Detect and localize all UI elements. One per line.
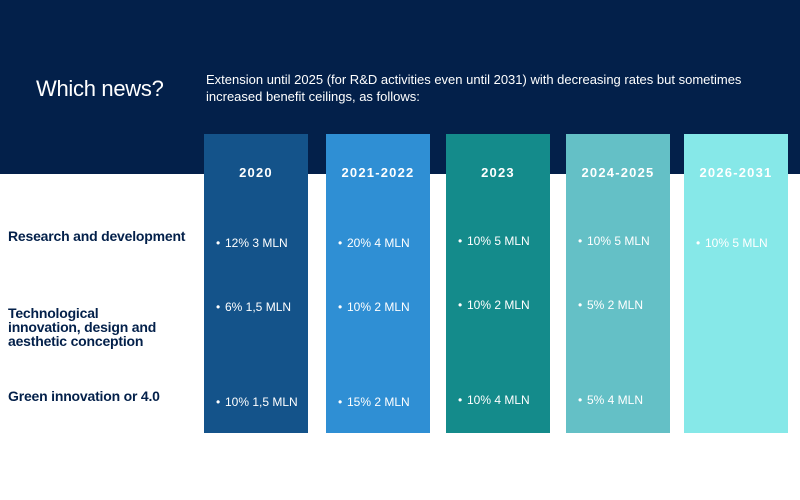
rate-cell: • 10% 4 MLN	[458, 393, 530, 407]
bullet-icon: •	[338, 236, 343, 250]
column-2026-2031: 2026-2031 • 10% 5 MLN	[684, 134, 788, 433]
bullet-icon: •	[216, 395, 221, 409]
bullet-icon: •	[458, 298, 463, 312]
rate-cell: • 5% 2 MLN	[578, 298, 644, 312]
bullet-icon: •	[338, 300, 343, 314]
row-label-rnd: Research and development	[8, 228, 186, 244]
row-label-green-innovation: Green innovation or 4.0	[8, 388, 160, 404]
rate-cell: • 20% 4 MLN	[338, 236, 410, 250]
rate-cell: • 10% 2 MLN	[458, 298, 530, 312]
bullet-icon: •	[458, 393, 463, 407]
bullet-icon: •	[338, 395, 343, 409]
rate-cell: • 10% 5 MLN	[578, 234, 650, 248]
column-year: 2026-2031	[699, 165, 773, 180]
column-2023: 2023 • 10% 5 MLN • 10% 2 MLN • 10% 4 MLN	[446, 134, 550, 433]
bullet-icon: •	[216, 236, 221, 250]
rate-cell: • 12% 3 MLN	[216, 236, 288, 250]
column-2024-2025: 2024-2025 • 10% 5 MLN • 5% 2 MLN • 5% 4 MLN	[566, 134, 670, 433]
rate-cell: • 10% 2 MLN	[338, 300, 410, 314]
rate-cell: • 10% 5 MLN	[696, 236, 768, 250]
column-2020: 2020 • 12% 3 MLN • 6% 1,5 MLN • 10% 1,5 MLN	[204, 134, 308, 433]
bullet-icon: •	[578, 393, 583, 407]
bullet-icon: •	[216, 300, 221, 314]
row-label-tech-innovation: Technological innovation, design and aes…	[8, 305, 157, 349]
bullet-icon: •	[578, 298, 583, 312]
bullet-icon: •	[578, 234, 583, 248]
rate-cell: • 15% 2 MLN	[338, 395, 410, 409]
rate-cell: • 10% 1,5 MLN	[216, 395, 298, 409]
page-title: Which news?	[36, 76, 164, 101]
column-year: 2021-2022	[341, 165, 415, 180]
bullet-icon: •	[696, 236, 701, 250]
column-year: 2020	[239, 165, 273, 180]
bullet-icon: •	[458, 234, 463, 248]
column-year: 2023	[481, 165, 515, 180]
column-2021-2022: 2021-2022 • 20% 4 MLN • 10% 2 MLN • 15% 2 M…	[326, 134, 430, 433]
rate-cell: • 5% 4 MLN	[578, 393, 644, 407]
intro-text: Extension until 2025 (for R&D activities…	[206, 72, 742, 104]
rate-cell: • 10% 5 MLN	[458, 234, 530, 248]
column-year: 2024-2025	[581, 165, 655, 180]
rate-cell: • 6% 1,5 MLN	[216, 300, 292, 314]
